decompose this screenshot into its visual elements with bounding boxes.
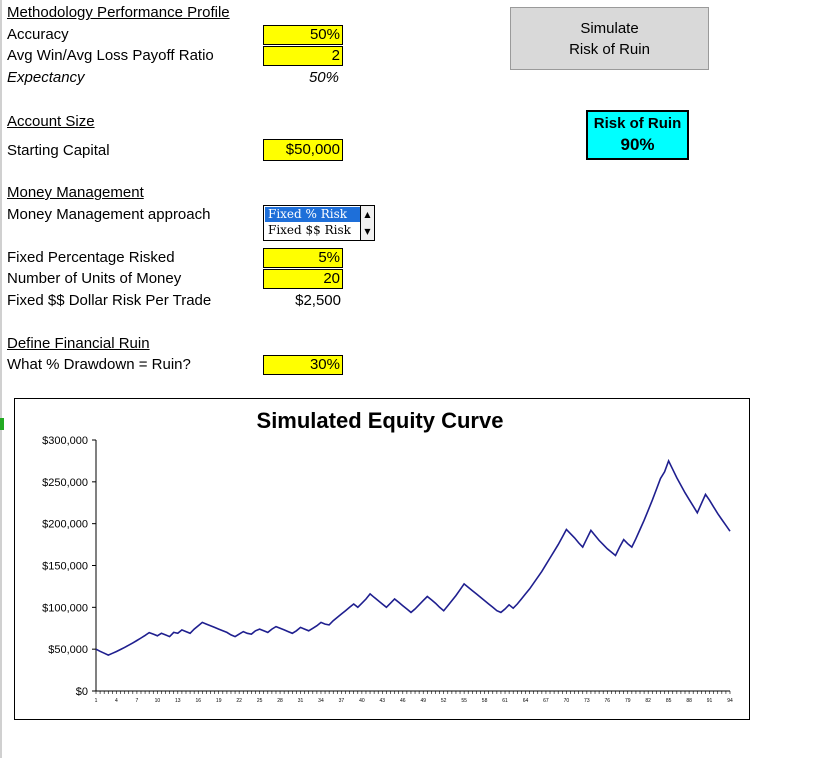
y-axis: $0 $50,000 $100,000 $150,000 $200,000 $250,00…: [42, 435, 97, 698]
risk-of-ruin-box: Risk of Ruin 90%: [586, 110, 689, 160]
payoff-ratio-input[interactable]: 2: [263, 46, 343, 66]
x-tick-label: 79: [625, 698, 631, 704]
simulate-button-line2: Risk of Ruin: [569, 40, 650, 58]
simulate-button-line1: Simulate: [580, 19, 639, 37]
x-tick-label: 34: [318, 698, 324, 704]
risk-of-ruin-value: 90%: [620, 135, 655, 154]
x-tick-label: 52: [441, 698, 447, 704]
x-tick-label: 13: [175, 698, 181, 704]
x-tick-label: 7: [136, 698, 139, 704]
x-tick-label: 70: [564, 698, 570, 704]
sheet-left-border: [0, 0, 2, 758]
x-tick-label: 58: [482, 698, 488, 704]
money-management-header: Money Management: [7, 184, 144, 201]
series-group: [95, 458, 731, 656]
equity-curve-chart[interactable]: Simulated Equity Curve $0 $50,000 $100,000…: [14, 398, 750, 720]
row-marker: [0, 418, 4, 430]
y-tick-label: $300,000: [42, 435, 88, 447]
x-tick-label: 25: [257, 698, 263, 704]
x-tick-label: 88: [686, 698, 692, 704]
x-tick-label: 22: [236, 698, 242, 704]
y-tick-label: $250,000: [42, 477, 88, 489]
fixed-pct-input[interactable]: 5%: [263, 248, 343, 268]
x-tick-label: 40: [359, 698, 365, 704]
x-tick-label: 85: [666, 698, 672, 704]
y-tick-label: $200,000: [42, 519, 88, 531]
dollar-risk-label: Fixed $$ Dollar Risk Per Trade: [7, 292, 212, 309]
y-tick-label: $50,000: [48, 644, 88, 656]
equity-curve-svg: Simulated Equity Curve $0 $50,000 $100,000…: [42, 408, 733, 704]
y-tick-label: $150,000: [42, 561, 88, 573]
expectancy-value: 50%: [308, 69, 339, 86]
mm-approach-listbox[interactable]: Fixed % Risk Fixed $$ Risk ▲ ▼: [263, 205, 375, 241]
starting-capital-label: Starting Capital: [7, 142, 110, 159]
option-fixed-pct-risk[interactable]: Fixed % Risk: [265, 207, 361, 222]
option-fixed-dollar-risk[interactable]: Fixed $$ Risk: [268, 223, 351, 237]
x-tick-label: 37: [339, 698, 345, 704]
x-tick-label: 64: [523, 698, 529, 704]
mm-approach-label: Money Management approach: [7, 206, 211, 223]
y-tick-label: $0: [76, 686, 88, 698]
payoff-ratio-label: Avg Win/Avg Loss Payoff Ratio: [7, 47, 214, 64]
x-tick-label: 73: [584, 698, 590, 704]
x-tick-label: 91: [707, 698, 713, 704]
x-tick-label: 16: [195, 698, 201, 704]
chart-title: Simulated Equity Curve: [257, 408, 504, 433]
x-tick-label: 43: [380, 698, 386, 704]
accuracy-input[interactable]: 50%: [263, 25, 343, 45]
accuracy-label: Accuracy: [7, 26, 69, 43]
x-tick-label: 76: [605, 698, 611, 704]
drawdown-input[interactable]: 30%: [263, 355, 343, 375]
x-tick-label: 49: [420, 698, 426, 704]
x-tick-label: 55: [461, 698, 467, 704]
financial-ruin-header: Define Financial Ruin: [7, 335, 150, 352]
x-tick-label: 19: [216, 698, 222, 704]
account-size-header: Account Size: [7, 113, 95, 130]
x-tick-label: 31: [298, 698, 304, 704]
x-tick-label: 4: [115, 698, 118, 704]
scroll-up-icon[interactable]: ▲: [360, 206, 374, 223]
x-tick-label: 46: [400, 698, 406, 704]
units-input[interactable]: 20: [263, 269, 343, 289]
x-tick-label: 82: [645, 698, 651, 704]
starting-capital-input[interactable]: $50,000: [263, 139, 343, 161]
x-tick-label: 67: [543, 698, 549, 704]
equity-series-line: [95, 458, 731, 656]
risk-of-ruin-label: Risk of Ruin: [593, 115, 682, 132]
dollar-risk-value: $2,500: [295, 292, 341, 309]
x-tick-label: 61: [502, 698, 508, 704]
x-tick-label: 1: [95, 698, 98, 704]
x-tick-label: 28: [277, 698, 283, 704]
methodology-header: Methodology Performance Profile: [7, 4, 230, 21]
units-label: Number of Units of Money: [7, 270, 182, 287]
drawdown-label: What % Drawdown = Ruin?: [7, 356, 191, 373]
expectancy-label: Expectancy: [7, 69, 85, 86]
x-tick-label: 10: [155, 698, 161, 704]
x-axis: 1 4 7 10 13 16 19 22 25 28 31 34 37 40 43 46 49 52 55 58 61 6…: [95, 690, 733, 704]
simulate-button[interactable]: Simulate Risk of Ruin: [510, 7, 709, 70]
scroll-down-icon[interactable]: ▼: [360, 223, 374, 240]
fixed-pct-label: Fixed Percentage Risked: [7, 249, 175, 266]
y-tick-label: $100,000: [42, 602, 88, 614]
x-tick-label: 94: [727, 698, 733, 704]
